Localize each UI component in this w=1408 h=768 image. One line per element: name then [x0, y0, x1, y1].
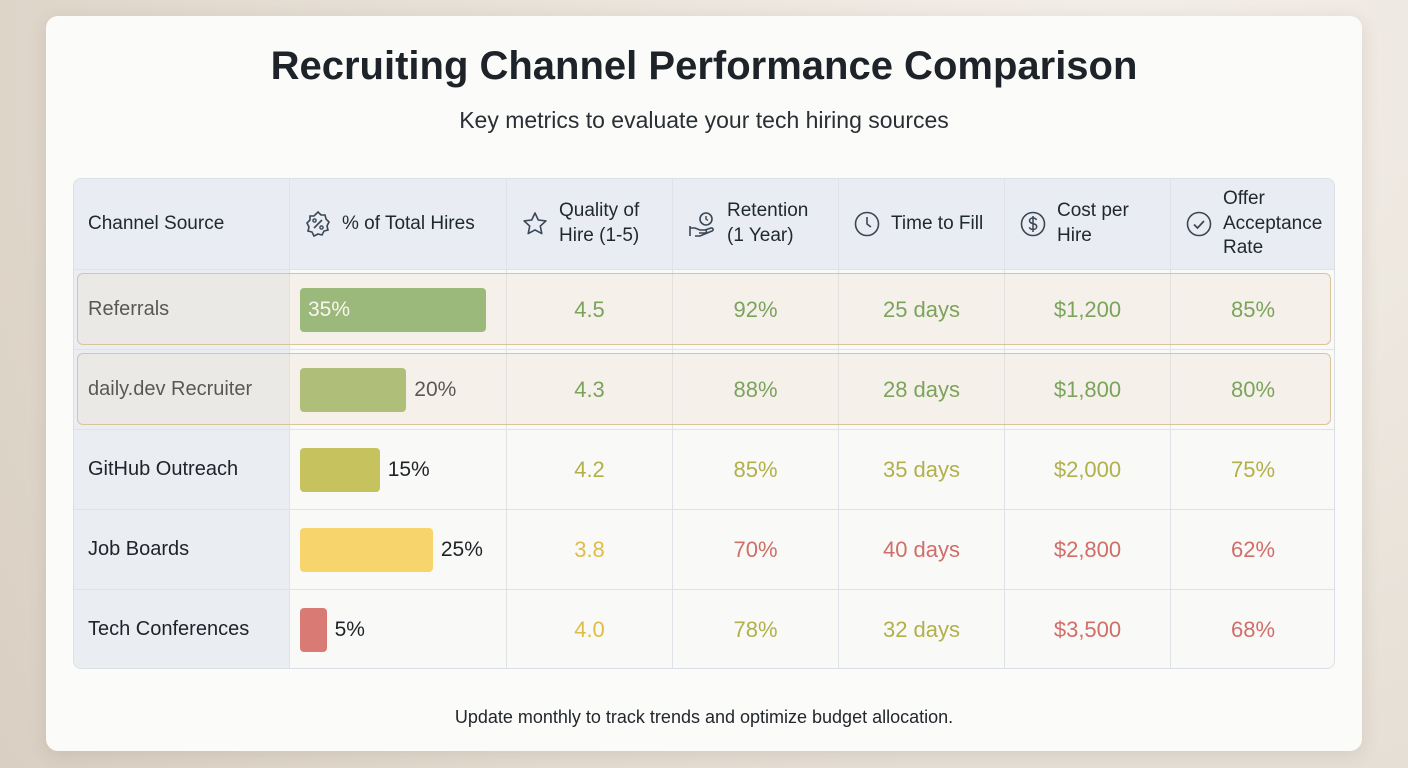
metric-cell: 80% — [1171, 350, 1334, 430]
hires-bar — [300, 288, 486, 332]
metric-cell: 78% — [673, 590, 839, 668]
star-icon — [523, 212, 547, 235]
hires-cell: 20% — [290, 350, 507, 430]
hires-bar — [300, 448, 380, 492]
header-cell: Retention (1 Year) — [673, 179, 839, 270]
metric-cell: 70% — [673, 510, 839, 590]
clock-icon — [854, 211, 880, 237]
percent-icon — [306, 210, 330, 238]
hires-cell: 35% — [290, 270, 507, 350]
hires-label: 5% — [334, 618, 365, 641]
header-cell: Offer Acceptance Rate — [1171, 179, 1334, 270]
channel-cell: GitHub Outreach — [74, 430, 290, 510]
metric-cell: 3.8 — [507, 510, 673, 590]
hires-bar — [300, 368, 407, 412]
metric-cell: 62% — [1171, 510, 1334, 590]
header-cell: % of Total Hires — [290, 179, 507, 270]
channel-cell: Job Boards — [74, 510, 290, 590]
header-label: Cost per Hire — [1057, 200, 1129, 246]
retention-icon — [689, 212, 714, 237]
metric-cell: 68% — [1171, 590, 1334, 668]
channel-cell: daily.dev Recruiter — [74, 350, 290, 430]
subtitle: Key metrics to evaluate your tech hiring… — [459, 107, 949, 133]
metric-cell: $1,200 — [1005, 270, 1171, 350]
footer-note: Update monthly to track trends and optim… — [454, 707, 954, 727]
metric-cell: 25 days — [839, 270, 1005, 350]
metric-cell: 4.0 — [507, 590, 673, 668]
header-cell: Cost per Hire — [1005, 179, 1171, 270]
hires-cell: 25% — [290, 510, 507, 590]
hires-bar — [300, 528, 433, 572]
metric-cell: 28 days — [839, 350, 1005, 430]
channel-cell: Tech Conferences — [74, 590, 290, 668]
metric-cell: 4.3 — [507, 350, 673, 430]
header-label: Retention (1 Year) — [727, 200, 809, 246]
header-cell: Time to Fill — [839, 179, 1005, 270]
hires-cell: 15% — [290, 430, 507, 510]
metric-cell: 40 days — [839, 510, 1005, 590]
header-label: Quality of Hire (1-5) — [559, 200, 640, 246]
header-cell: Quality of Hire (1-5) — [507, 179, 673, 270]
hires-label: 15% — [387, 458, 430, 481]
header-label: Channel Source — [88, 212, 225, 234]
metric-cell: 85% — [1171, 270, 1334, 350]
metric-cell: $1,800 — [1005, 350, 1171, 430]
header-cell: Channel Source — [74, 179, 290, 270]
metric-cell: 92% — [673, 270, 839, 350]
check-icon — [1186, 211, 1212, 237]
hires-label: 35% — [308, 298, 351, 321]
metric-cell: $2,000 — [1005, 430, 1171, 510]
channel-cell: Referrals — [74, 270, 290, 350]
hires-label: 20% — [414, 378, 457, 401]
dollar-icon — [1020, 211, 1046, 237]
metric-cell: 35 days — [839, 430, 1005, 510]
metric-cell: 4.5 — [507, 270, 673, 350]
title: Recruiting Channel Performance Compariso… — [270, 44, 1138, 88]
metric-cell: 88% — [673, 350, 839, 430]
header-label: Time to Fill — [891, 212, 984, 234]
hires-cell: 5% — [290, 590, 507, 668]
metric-cell: 4.2 — [507, 430, 673, 510]
metric-cell: $2,800 — [1005, 510, 1171, 590]
metric-cell: 85% — [673, 430, 839, 510]
metric-cell: $3,500 — [1005, 590, 1171, 668]
metric-cell: 75% — [1171, 430, 1334, 510]
hires-bar — [300, 608, 327, 652]
hires-label: 25% — [440, 538, 483, 561]
metric-cell: 32 days — [839, 590, 1005, 668]
header-label: Offer Acceptance Rate — [1223, 187, 1323, 259]
table: Channel Source % of Total Hires Quality … — [73, 178, 1335, 669]
header-label: % of Total Hires — [342, 212, 475, 234]
